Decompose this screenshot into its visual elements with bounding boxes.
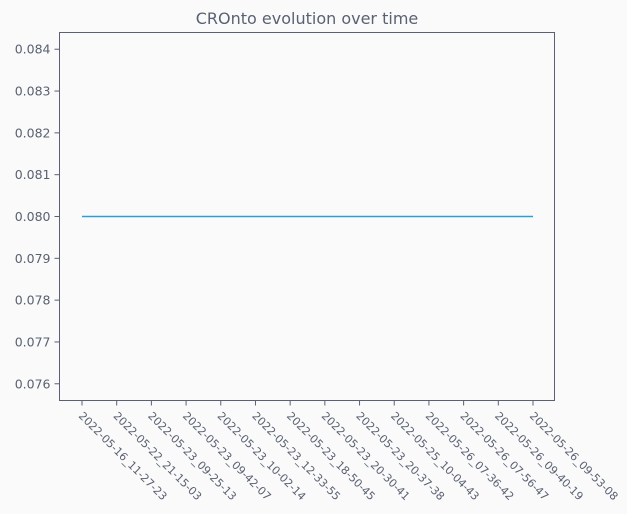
y-tick-label: 0.077 [15,334,51,349]
y-axis: 0.076 0.077 0.078 0.079 0.080 0.081 0.082 0.083… [15,42,60,391]
y-tick-label: 0.076 [15,376,51,391]
x-axis: 2022-05-16_11-27-232022-05-22_21-15-0320… [76,400,620,503]
y-tick-label: 0.083 [15,84,51,99]
y-tick-label: 0.078 [15,293,51,308]
y-tick-label: 0.080 [15,209,51,224]
y-tick-label: 0.081 [15,167,51,182]
chart-title: CROnto evolution over time [196,9,419,28]
y-tick-label: 0.079 [15,251,51,266]
y-tick-label: 0.082 [15,125,51,140]
y-tick-label: 0.084 [15,42,51,57]
